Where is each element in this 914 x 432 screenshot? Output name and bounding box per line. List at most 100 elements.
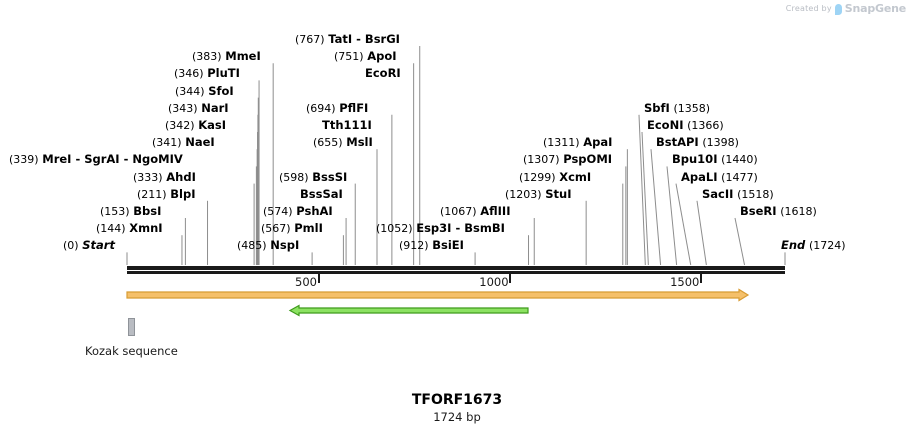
feature-arrow-forward[interactable] [126,288,750,302]
start-marker-label-position: (0) [63,239,79,253]
restriction-site-label[interactable]: (341) NaeI [152,136,215,149]
start-marker-label-text: Start [82,238,115,253]
restriction-site-label[interactable]: (485) NspI [237,239,299,252]
restriction-site-label[interactable]: (211) BlpI [137,188,195,201]
restriction-site-label[interactable]: (912) BsiEI [399,239,464,252]
watermark-prefix: Created by [785,4,832,13]
restriction-site-label[interactable]: (1203) StuI [505,188,571,201]
restriction-site-label[interactable]: SbfI (1358) [644,102,710,115]
restriction-site-position: (1366) [687,119,724,132]
restriction-site-label[interactable]: (383) MmeI [192,50,261,63]
end-marker-label[interactable]: End (1724) [781,239,846,252]
restriction-site-position: (598) [279,170,309,184]
restriction-site-position: (1299) [519,170,556,184]
restriction-site-label[interactable]: (694) PflFI [306,102,368,115]
restriction-site-label[interactable]: ApaLI (1477) [681,171,758,184]
restriction-site-name: PluTI [207,66,240,81]
restriction-site-position: (751) [334,50,364,64]
restriction-site-label[interactable]: BstAPI (1398) [656,136,739,149]
restriction-site-name: NspI [270,238,300,253]
page-title: TFORF1673 [411,392,503,408]
restriction-site-label[interactable]: (344) SfoI [175,85,234,98]
snapgene-logo-icon [834,4,842,15]
restriction-site-label[interactable]: (751) ApoI [334,50,397,63]
restriction-site-label[interactable]: SacII (1518) [702,188,774,201]
restriction-site-label[interactable]: (346) PluTI [174,67,240,80]
restriction-site-name: BstAPI [656,135,699,150]
start-marker-label[interactable]: (0) Start [63,239,115,252]
restriction-site-label[interactable]: (1311) ApaI [543,136,612,149]
restriction-site-name: NaeI [185,135,215,150]
restriction-site-label[interactable]: (567) PmlI [261,222,323,235]
restriction-site-position: (1358) [673,101,711,115]
restriction-site-label[interactable]: Tth111I [322,119,372,131]
restriction-site-label[interactable]: (333) AhdI [133,171,196,184]
restriction-site-position: (1477) [721,170,758,184]
restriction-site-label[interactable]: (343) NarI [168,102,229,115]
restriction-site-label[interactable]: (1052) Esp3I - BsmBI [376,222,505,235]
restriction-site-label[interactable]: (153) BbsI [100,205,161,218]
restriction-site-label[interactable]: (598) BssSI [279,171,347,184]
restriction-site-position: (1307) [523,153,560,167]
restriction-site-position: (1067) [440,205,477,218]
restriction-site-position: (655) [313,136,343,150]
restriction-site-label[interactable]: (767) TatI - BsrGI [295,33,400,46]
restriction-site-name: EcoRI [365,66,401,81]
restriction-site-label[interactable]: (1067) AflIII [440,205,511,218]
restriction-site-name: AhdI [166,169,196,184]
restriction-site-name: PshAI [296,204,333,218]
restriction-site-position: (333) [133,170,163,184]
restriction-site-position: (346) [174,67,204,81]
restriction-site-position: (153) [100,205,130,218]
restriction-site-label[interactable]: (339) MreI - SgrAI - NgoMIV [9,153,183,166]
restriction-site-label[interactable]: (342) KasI [165,119,226,132]
restriction-site-position: (341) [152,136,182,150]
restriction-site-position: (383) [192,50,222,64]
restriction-site-name: BssSI [312,169,348,184]
restriction-site-label[interactable]: BssSaI [300,188,343,200]
restriction-site-name: TatI - BsrGI [328,32,400,46]
restriction-site-position: (485) [237,239,267,253]
restriction-site-position: (344) [175,84,205,98]
restriction-site-position: (694) [306,101,336,115]
restriction-site-position: (912) [399,239,429,253]
restriction-site-label[interactable]: (144) XmnI [96,222,163,235]
feature-arrow-reverse[interactable] [288,304,529,317]
restriction-site-name: NarI [201,100,229,115]
restriction-site-name: ApoI [367,49,397,64]
restriction-site-label[interactable]: (655) MslI [313,136,373,149]
restriction-site-name: StuI [545,186,572,201]
restriction-site-label[interactable]: EcoRI [365,67,401,79]
restriction-site-label[interactable]: Bpu10I (1440) [672,153,758,166]
restriction-site-position: (339) [9,153,39,167]
restriction-site-name: SbfI [644,100,670,115]
restriction-site-name: ApaI [583,135,613,150]
restriction-site-position: (1618) [780,205,817,218]
restriction-site-name: MslI [346,135,373,150]
restriction-site-label[interactable]: (1299) XcmI [519,171,591,184]
end-marker-label-position: (1724) [808,239,846,253]
restriction-site-label[interactable]: BseRI (1618) [740,205,817,218]
restriction-site-name: ApaLI [681,169,718,184]
restriction-site-name: XmnI [129,221,163,236]
restriction-site-label[interactable]: EcoNI (1366) [647,119,724,132]
restriction-site-name: BbsI [133,204,162,218]
ruler-tick-label: 1500 [670,275,700,289]
restriction-site-label[interactable]: (574) PshAI [263,205,333,218]
sequence-backbone-shadow [127,271,785,274]
restriction-site-name: KasI [198,118,227,132]
restriction-site-name: SfoI [208,83,234,98]
restriction-site-name: PmlI [294,221,323,236]
restriction-site-name: BssSaI [300,186,343,201]
restriction-site-position: (342) [165,119,195,132]
restriction-site-name: Bpu10I [672,152,718,167]
ruler-tick-label: 500 [295,275,317,289]
kozak-sequence-marker[interactable] [128,318,135,336]
sequence-length: 1724 bp [433,410,481,424]
ruler-tick [317,274,320,283]
restriction-site-position: (211) [137,187,167,201]
restriction-site-label[interactable]: (1307) PspOMI [523,153,612,166]
restriction-site-name: Esp3I - BsmBI [416,221,505,236]
restriction-site-name: PspOMI [563,152,613,167]
